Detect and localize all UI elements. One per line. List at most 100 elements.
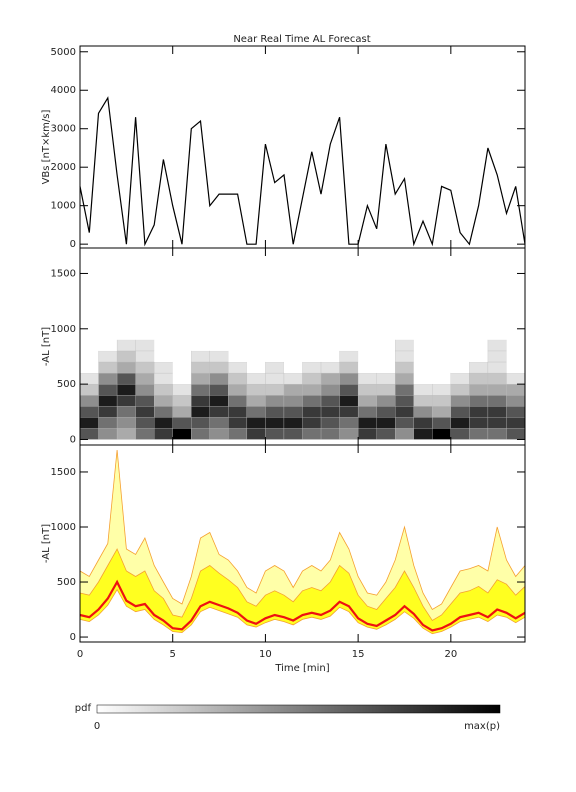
heat-cell (283, 428, 303, 440)
heat-cell (357, 417, 377, 429)
heat-cell (209, 395, 229, 407)
heat-cell (302, 361, 322, 374)
heat-cell (487, 328, 507, 340)
heat-cell (191, 428, 210, 440)
heat-cell (413, 328, 433, 340)
y-axis-label: VBs [nT×km/s] (41, 109, 52, 184)
heat-cell (413, 339, 433, 351)
heat-cell (506, 406, 526, 418)
heat-cell (79, 395, 99, 407)
heat-cell (302, 417, 322, 429)
chart-title: Near Real Time AL Forecast (233, 34, 370, 45)
heat-cell (98, 417, 118, 429)
heat-cell (209, 350, 229, 363)
heat-cell (302, 328, 322, 340)
heat-cell (209, 406, 229, 418)
heat-cell (320, 372, 340, 385)
heat-cell (506, 383, 526, 396)
heat-cell (209, 328, 229, 340)
heat-cell (469, 361, 489, 374)
heat-cell (395, 417, 414, 429)
heat-cell (506, 395, 526, 407)
heat-cell (283, 372, 303, 385)
heat-cell (450, 361, 470, 374)
y-axis-label: -AL [nT] (41, 524, 52, 563)
heat-cell (487, 372, 507, 385)
heat-cell (469, 350, 488, 362)
heat-cell (283, 361, 303, 374)
heat-cell (357, 428, 377, 440)
heat-cell (116, 350, 136, 363)
heat-cell (209, 339, 229, 351)
heat-cell (154, 395, 173, 407)
y-tick-label: 500 (57, 577, 76, 588)
heat-cell (246, 339, 266, 351)
heat-cell (79, 372, 99, 385)
heat-cell (228, 350, 247, 362)
y-tick-label: 1000 (51, 522, 76, 533)
heat-cell (117, 328, 136, 340)
band-edge (79, 588, 526, 635)
heat-cell (469, 328, 488, 340)
heat-cell (339, 395, 359, 407)
heat-cell (469, 406, 489, 418)
heat-cell (98, 350, 118, 363)
heat-cell (339, 372, 359, 385)
heat-cell (246, 428, 266, 440)
heat-cell (172, 361, 192, 374)
heat-cell (358, 350, 377, 362)
band-edge (79, 449, 526, 611)
heat-cell (376, 350, 396, 362)
heat-cell (376, 406, 396, 418)
heat-cell (339, 361, 359, 374)
heat-cell (191, 372, 210, 385)
heat-cell (321, 350, 340, 362)
heat-cell (228, 428, 248, 440)
heat-cell (265, 395, 285, 407)
y-tick-label: 3000 (51, 124, 76, 135)
heat-cell (98, 395, 118, 407)
heat-cell (135, 428, 155, 440)
heat-cell (432, 328, 451, 340)
heat-cell (265, 417, 285, 429)
heat-cell (228, 339, 247, 351)
heat-cell (228, 395, 248, 407)
heat-cell (116, 428, 136, 440)
heat-cell (135, 339, 155, 352)
heat-cell (395, 350, 414, 363)
heat-cell (265, 406, 285, 418)
heat-cell (135, 406, 155, 418)
heat-cell (487, 406, 507, 418)
heat-cell (413, 373, 433, 385)
heat-cell (339, 417, 359, 429)
heat-cell (376, 417, 396, 429)
heat-cell (357, 395, 377, 407)
heat-cell (413, 428, 433, 440)
heat-cell (154, 383, 173, 396)
x-tick-label: 20 (444, 649, 457, 660)
heat-cell (116, 372, 136, 385)
heat-cell (246, 395, 266, 407)
heat-cell (265, 328, 284, 340)
heat-cell (154, 350, 173, 362)
y-axis-label: -AL [nT] (41, 327, 52, 366)
heat-cell (487, 383, 507, 396)
heat-cell (376, 372, 396, 385)
heat-cell (357, 383, 377, 396)
heat-cell (487, 350, 507, 363)
heat-cell (80, 350, 99, 362)
heat-cell (135, 395, 155, 407)
y-tick-label: 2000 (51, 162, 76, 173)
heat-cell (432, 406, 451, 418)
heat-cell (339, 428, 359, 440)
heat-cell (506, 361, 525, 374)
heat-cell (469, 428, 489, 440)
heat-cell (432, 339, 451, 351)
heat-cell (450, 395, 470, 407)
heat-cell (432, 383, 451, 396)
heat-cell (469, 372, 489, 385)
x-axis-label: Time [min] (274, 663, 329, 674)
heat-cell (265, 372, 285, 385)
heat-cell (320, 406, 340, 418)
